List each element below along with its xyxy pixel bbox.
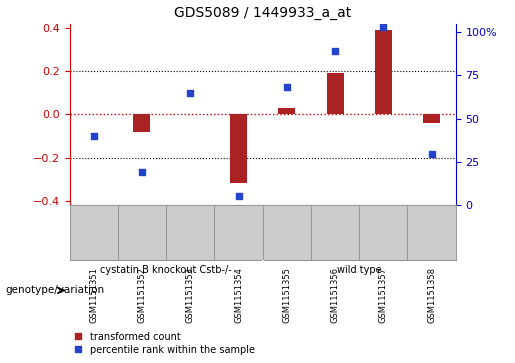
Point: [283, 84, 291, 90]
Bar: [133, 114, 150, 132]
Text: cystatin B knockout Cstb-/-: cystatin B knockout Cstb-/-: [100, 265, 232, 276]
Text: wild type: wild type: [337, 265, 382, 276]
Point: [186, 90, 194, 95]
Bar: [230, 114, 247, 183]
Point: [90, 133, 98, 139]
Bar: [278, 108, 295, 114]
Legend: transformed count, percentile rank within the sample: transformed count, percentile rank withi…: [74, 331, 255, 355]
Bar: [375, 30, 392, 114]
Bar: [327, 73, 344, 114]
Text: genotype/variation: genotype/variation: [5, 285, 104, 295]
Point: [331, 48, 339, 54]
Point: [138, 170, 146, 175]
Point: [427, 151, 436, 157]
Point: [379, 24, 387, 30]
Point: [234, 193, 243, 199]
Title: GDS5089 / 1449933_a_at: GDS5089 / 1449933_a_at: [174, 6, 351, 20]
Bar: [423, 114, 440, 123]
